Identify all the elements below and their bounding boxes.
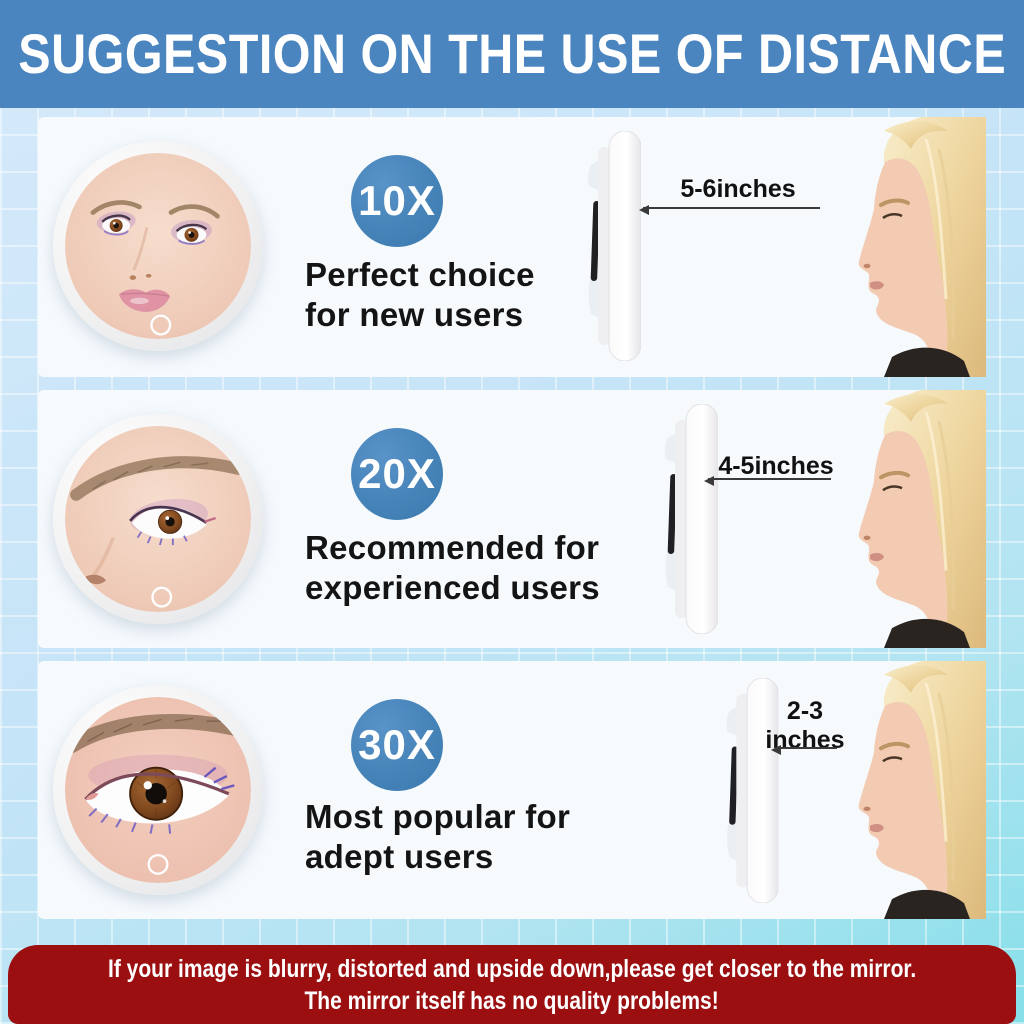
- distance-label-20x: 4-5inches: [676, 452, 876, 481]
- caption-line: Most popular for: [305, 798, 571, 835]
- footer-text-line2: The mirror itself has no quality problem…: [304, 986, 720, 1015]
- magnification-label: 20X: [358, 450, 436, 497]
- footer-text-line1: If your image is blurry, distorted and u…: [107, 954, 917, 983]
- magnification-badge-30x: 30X: [351, 699, 443, 791]
- row-20x: 20X Recommended for experienced users 4-…: [38, 390, 986, 648]
- magnification-label: 30X: [358, 721, 436, 768]
- caption-line: experienced users: [305, 569, 600, 606]
- woman-profile-photo: [826, 390, 986, 648]
- caption-30x: Most popular for adept users: [305, 797, 570, 877]
- row-30x: 30X Most popular for adept users 2-3 inc…: [38, 661, 986, 919]
- row-10x: 10X Perfect choice for new users 5-6inch…: [38, 117, 986, 377]
- caption-line: Recommended for: [305, 529, 600, 566]
- magnified-face-photo-10x: [65, 153, 251, 339]
- mirror-side-view: [662, 404, 718, 634]
- caption-line: for new users: [305, 296, 524, 333]
- mirror-side-view: [585, 131, 641, 361]
- header-banner: SUGGESTION ON THE USE OF DISTANCE: [0, 0, 1024, 108]
- distance-text: 5-6inches: [680, 175, 796, 203]
- magnified-view-circle: [53, 685, 263, 895]
- caption-20x: Recommended for experienced users: [305, 528, 600, 608]
- magnification-badge-20x: 20X: [351, 428, 443, 520]
- magnified-view-circle: [53, 414, 263, 624]
- magnified-view-circle: [53, 141, 263, 351]
- distance-text: 4-5inches: [718, 452, 834, 480]
- left-arrow-icon: [639, 204, 820, 215]
- caption-line: adept users: [305, 838, 494, 875]
- distance-text: 2-3: [786, 697, 824, 725]
- left-arrow-icon: [771, 744, 837, 755]
- left-arrow-icon: [704, 475, 831, 486]
- magnification-label: 10X: [358, 177, 436, 224]
- footer-notice: If your image is blurry, distorted and u…: [8, 945, 1016, 1024]
- caption-10x: Perfect choice for new users: [305, 255, 535, 335]
- magnified-eye-photo-20x: [65, 426, 251, 612]
- woman-profile-photo: [826, 661, 986, 919]
- caption-line: Perfect choice: [305, 256, 535, 293]
- distance-label-10x: 5-6inches: [638, 175, 838, 204]
- page-title: SUGGESTION ON THE USE OF DISTANCE: [18, 22, 1006, 86]
- woman-profile-photo: [826, 117, 986, 377]
- magnification-badge-10x: 10X: [351, 155, 443, 247]
- distance-label-30x: 2-3 inches: [725, 697, 885, 755]
- magnified-eye-closeup-photo-30x: [65, 697, 251, 883]
